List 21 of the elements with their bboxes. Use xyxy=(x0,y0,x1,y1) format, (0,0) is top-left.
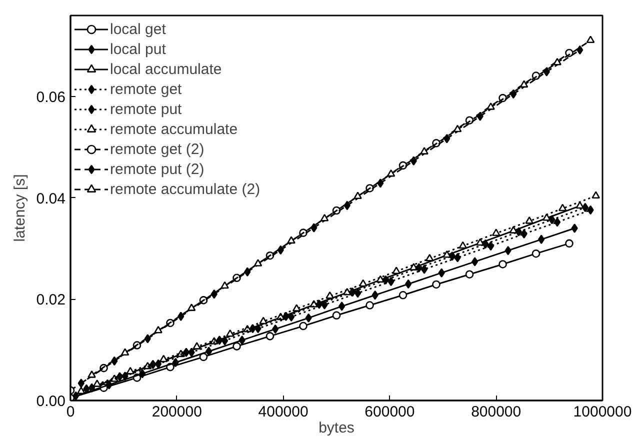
legend-label: local put xyxy=(110,40,166,58)
y-axis-title: latency [s] xyxy=(11,174,28,242)
x-axis-title: bytes xyxy=(318,420,354,436)
y-tick-label: 0.02 xyxy=(36,292,66,309)
legend-label: remote accumulate xyxy=(110,120,238,138)
legend-label: remote accumulate (2) xyxy=(110,180,260,198)
x-tick-label: 1000000 xyxy=(573,404,632,420)
x-tick-label: 400000 xyxy=(258,404,308,420)
x-tick-label: 0 xyxy=(66,404,75,420)
legend-label: local accumulate xyxy=(110,60,222,78)
y-tick-label: 0.04 xyxy=(36,190,66,208)
legend-label: remote put xyxy=(110,100,182,118)
y-tick-label: 0.00 xyxy=(36,393,66,410)
legend-label: local get xyxy=(110,20,166,38)
x-tick-label: 600000 xyxy=(364,404,415,420)
y-tick-label: 0.06 xyxy=(36,89,66,106)
legend-label: remote put (2) xyxy=(110,160,204,178)
x-tick-label: 800000 xyxy=(471,404,522,420)
x-tick-label: 200000 xyxy=(152,404,202,420)
legend-label: remote get (2) xyxy=(110,140,204,158)
legend-label: remote get xyxy=(110,80,182,98)
